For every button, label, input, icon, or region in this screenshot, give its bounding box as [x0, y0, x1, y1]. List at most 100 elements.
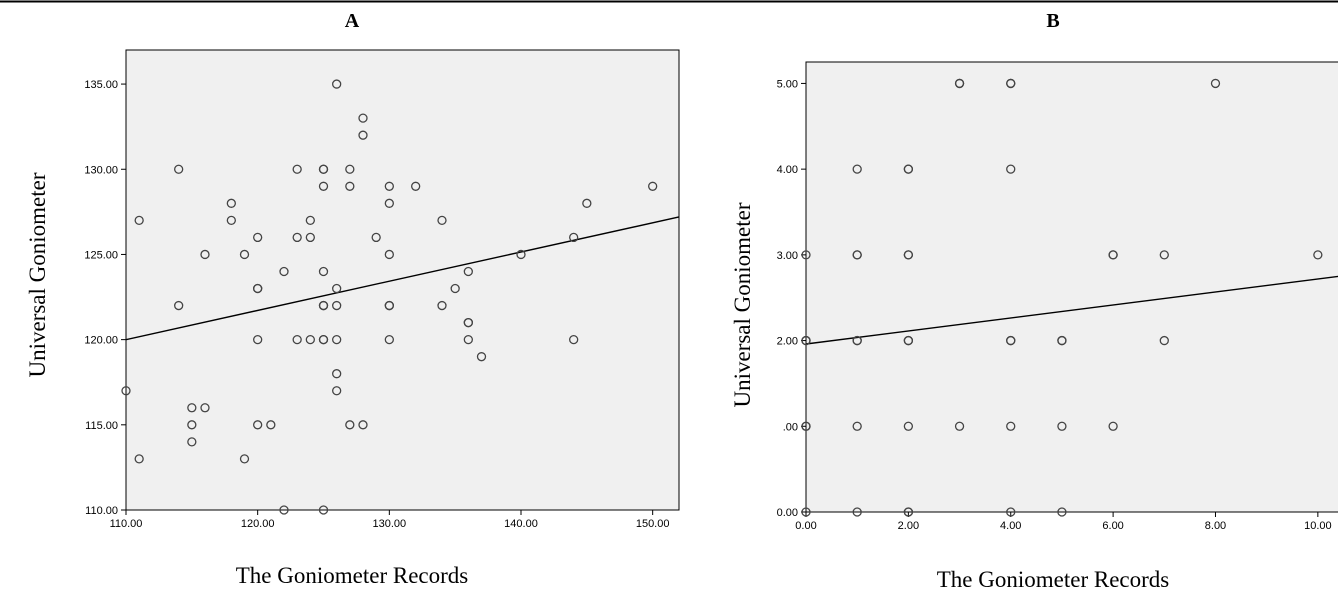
panel-a-data-point [345, 420, 355, 430]
panel-b-y-tick-label: 3.00 [777, 250, 798, 262]
panel-b-data-point [1006, 164, 1016, 174]
panel-a-data-point [318, 266, 329, 277]
panel-a-data-point [384, 300, 394, 311]
panel-b-data-point [852, 507, 862, 517]
panel-b-y-tick-label: 0.00 [777, 507, 798, 519]
panel-a-data-point [200, 249, 210, 260]
panel-a-data-point [437, 300, 447, 311]
panel-a-data-point [253, 420, 263, 430]
panel-a-data-point [648, 181, 658, 191]
panel-a-x-tick-label: 110.00 [110, 518, 143, 530]
panel-a-data-point [305, 232, 315, 243]
panel-a: A 110.00 120.00 130.00 140.00 150.00110.0011… [25, 10, 680, 588]
panel-a-data-point [279, 505, 289, 515]
panel-a-data-point [253, 232, 263, 243]
panel-b-data-point [903, 507, 914, 517]
panel-a-y-tick-label: 120.00 [84, 335, 118, 347]
panel-b-data-point [1057, 335, 1067, 346]
panel-b-marks: 0.00 2.00 4.00 6.00 8.00 10.00 0.00 .00 2.00 3.00… [777, 78, 1338, 532]
panel-a-x-tick-label: 140.00 [504, 518, 538, 530]
panel-a-data-point [305, 215, 315, 226]
panel-b-data-point [801, 250, 811, 260]
panel-a-data-point [253, 334, 263, 345]
panel-a-data-point [358, 130, 368, 140]
panel-b-y-axis-title: Universal Goniometer [730, 202, 755, 407]
panel-a-data-point [187, 437, 197, 447]
panel-b: B 0.00 2.00 4.00 6.00 8.00 10.00 0.00 .00 2.00 3.… [730, 10, 1338, 592]
panel-b-data-point [1210, 78, 1221, 89]
panel-b-data-point [903, 164, 914, 174]
panel-a-y-axis-title: Universal Goniometer [25, 172, 50, 377]
panel-a-x-tick-label: 120.00 [241, 518, 275, 530]
panel-a-data-point [318, 300, 329, 311]
panel-b-data-point [801, 421, 811, 431]
panel-a-data-point [371, 232, 381, 243]
panel-a-data-point [174, 164, 184, 174]
panel-b-data-point [852, 250, 862, 260]
panel-b-x-tick-label: 2.00 [898, 520, 919, 532]
panel-a-data-point [226, 198, 236, 208]
panel-b-data-point [852, 335, 862, 346]
panel-a-y-tick-label: 125.00 [84, 249, 118, 261]
panel-b-fit-line [805, 275, 1338, 345]
panel-a-data-point [569, 334, 579, 345]
panel-a-data-point [463, 266, 473, 277]
panel-b-x-tick-label: 4.00 [1000, 520, 1021, 532]
panel-a-x-tick-label: 150.00 [636, 518, 670, 530]
panel-a-fit-line [125, 216, 680, 341]
panel-a-data-point [318, 505, 329, 515]
panel-a-data-point [200, 403, 210, 413]
panel-b-x-tick-label: 0.00 [795, 520, 816, 532]
panel-a-data-point [332, 283, 342, 294]
panel-a-data-point [239, 454, 250, 464]
panel-b-data-point [1006, 421, 1016, 431]
panel-b-data-point [801, 507, 811, 517]
panel-a-data-point [332, 386, 342, 396]
panel-b-data-point [1006, 78, 1016, 89]
panel-b-data-point [1159, 250, 1169, 260]
panel-b-data-point [852, 421, 862, 431]
panel-a-data-point [476, 352, 487, 362]
panel-b-data-point [903, 335, 914, 346]
panel-a-y-tick-label: 110.00 [85, 505, 118, 517]
panel-a-data-point [279, 266, 289, 277]
panel-a-data-point [318, 334, 329, 345]
panel-a-marks: 110.00 120.00 130.00 140.00 150.00 110.00 115.… [84, 79, 680, 530]
panel-a-data-point [384, 198, 394, 208]
panel-b-data-point [801, 335, 811, 346]
panel-a-data-point [358, 113, 368, 123]
panel-b-data-point [1108, 421, 1118, 431]
panel-b-data-point [1057, 507, 1067, 517]
panel-a-x-tick-label: 130.00 [373, 518, 407, 530]
panel-a-data-point [318, 181, 329, 191]
panel-a-data-point [463, 317, 473, 328]
panel-b-data-point [1006, 335, 1016, 346]
panel-b-y-tick-label: 5.00 [777, 78, 798, 90]
panel-a-data-point [384, 181, 394, 191]
panel-a-data-point [226, 215, 236, 226]
panel-a-data-point [305, 334, 315, 345]
panel-b-data-point [954, 78, 965, 89]
panel-a-data-point [134, 215, 144, 226]
panel-a-x-axis-title: The Goniometer Records [236, 563, 469, 588]
panel-a-data-point [332, 369, 342, 379]
panel-a-data-point [411, 181, 421, 191]
panel-a-data-point [569, 232, 579, 243]
panel-a-data-point [134, 454, 144, 464]
panel-a-data-point [253, 283, 263, 294]
panel-b-data-point [852, 164, 862, 174]
panel-a-data-point [292, 232, 302, 243]
panel-b-x-tick-label: 8.00 [1205, 520, 1226, 532]
panel-b-data-point [1313, 250, 1323, 260]
panel-b-y-tick-label: .00 [783, 421, 798, 433]
panel-b-data-point [954, 421, 965, 431]
panel-a-y-tick-label: 135.00 [84, 79, 118, 91]
panel-a-data-point [450, 283, 460, 294]
panel-a-data-point [332, 300, 342, 311]
panel-b-data-point [1006, 507, 1016, 517]
panel-a-data-point [384, 334, 394, 345]
panel-a-data-point [345, 181, 355, 191]
panel-b-letter: B [1046, 10, 1059, 32]
panel-b-y-tick-label: 2.00 [777, 336, 798, 348]
